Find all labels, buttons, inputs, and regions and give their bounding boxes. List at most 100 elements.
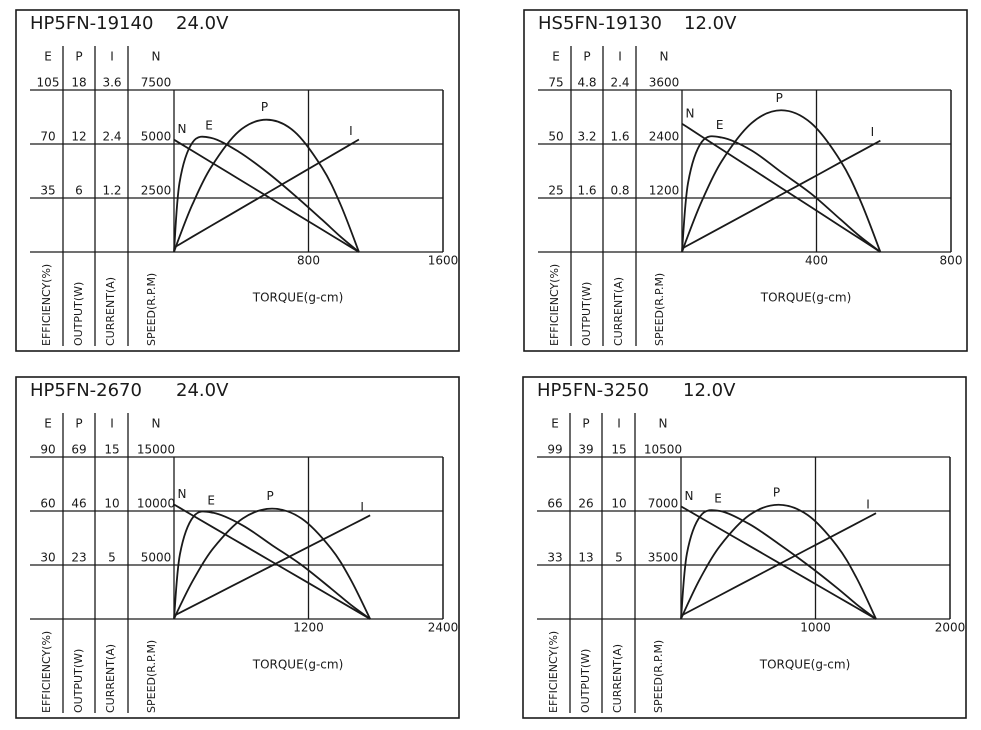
curve — [681, 122, 881, 253]
y-tick-label: 5000 — [141, 130, 172, 144]
axis-label: OUTPUT(W) — [580, 282, 593, 346]
chart-title: HP5FN-2670 — [30, 380, 142, 401]
y-tick-label: 26 — [578, 497, 593, 511]
x-tick-label: 400 — [805, 254, 828, 268]
chart-title: HS5FN-19130 — [538, 13, 662, 34]
y-tick-label: 13 — [578, 551, 593, 565]
axis-header: E — [551, 417, 559, 431]
y-tick-label: 50 — [548, 130, 563, 144]
chart-panel: HP5FN-19140 24.0V E EFFICIENCY(%) 35 70 105 P OU… — [15, 9, 460, 352]
curve-label: E — [205, 118, 213, 132]
curve — [173, 118, 360, 253]
x-tick-label: 1000 — [800, 621, 831, 635]
y-tick-label: 3500 — [648, 551, 679, 565]
y-tick-label: 33 — [547, 551, 562, 565]
curve — [681, 139, 881, 250]
y-tick-label: 105 — [37, 76, 60, 90]
y-tick-label: 18 — [71, 76, 86, 90]
curve-label: I — [360, 500, 364, 514]
y-tick-label: 7500 — [141, 76, 172, 90]
curve — [680, 509, 877, 620]
curve-label: I — [866, 498, 870, 512]
y-tick-label: 39 — [578, 443, 593, 457]
y-tick-label: 90 — [40, 443, 55, 457]
y-tick-label: 1.2 — [102, 184, 121, 198]
chart-panel: HS5FN-19130 12.0V E EFFICIENCY(%) 25 50 75 P OUT… — [523, 9, 968, 352]
curve-label: I — [349, 124, 353, 138]
chart-subtitle: 12.0V — [683, 380, 736, 401]
axis-label: EFFICIENCY(%) — [548, 264, 561, 346]
axis-header: P — [582, 417, 589, 431]
curve — [173, 503, 371, 620]
y-tick-label: 0.8 — [610, 184, 629, 198]
x-tick-label: 800 — [297, 254, 320, 268]
axis-label: CURRENT(A) — [104, 277, 117, 346]
curve-label: N — [178, 487, 187, 501]
y-tick-label: 15 — [611, 443, 626, 457]
chart-title: HP5FN-3250 — [537, 380, 649, 401]
x-tick-label: 2000 — [935, 621, 966, 635]
chart-panel: HP5FN-3250 12.0V E EFFICIENCY(%) 33 66 99 P OUTP… — [522, 376, 967, 719]
y-tick-label: 30 — [40, 551, 55, 565]
x-axis-label: TORQUE(g-cm) — [252, 658, 344, 672]
y-tick-label: 12 — [71, 130, 86, 144]
y-tick-label: 7000 — [648, 497, 679, 511]
y-tick-label: 15 — [104, 443, 119, 457]
curve-label: E — [716, 118, 724, 132]
axis-header: I — [110, 50, 114, 64]
axis-label: SPEED(R.P.M) — [145, 640, 158, 713]
axis-label: SPEED(R.P.M) — [145, 273, 158, 346]
y-tick-label: 10 — [104, 497, 119, 511]
y-tick-label: 23 — [71, 551, 86, 565]
curve-label: P — [776, 91, 783, 105]
curve-label: P — [266, 489, 273, 503]
chart-title: HP5FN-19140 — [30, 13, 153, 34]
curve-label: P — [261, 100, 268, 114]
axis-header: N — [152, 417, 161, 431]
axis-header: E — [44, 417, 52, 431]
y-tick-label: 5 — [615, 551, 623, 565]
y-tick-label: 10500 — [644, 443, 682, 457]
axis-label: OUTPUT(W) — [72, 282, 85, 346]
axis-header: P — [583, 50, 590, 64]
curve-label: I — [871, 125, 875, 139]
curve — [173, 138, 360, 249]
curve-label: N — [685, 489, 694, 503]
curve — [680, 512, 877, 617]
x-tick-label: 2400 — [428, 621, 459, 635]
axis-header: N — [152, 50, 161, 64]
panel-border — [523, 9, 968, 352]
y-tick-label: 10 — [611, 497, 626, 511]
axis-header: I — [617, 417, 621, 431]
y-tick-label: 25 — [548, 184, 563, 198]
y-tick-label: 2500 — [141, 184, 172, 198]
y-tick-label: 3.2 — [577, 130, 596, 144]
curve — [680, 505, 877, 620]
x-tick-label: 800 — [940, 254, 963, 268]
axis-label: CURRENT(A) — [104, 644, 117, 713]
curve — [173, 135, 360, 253]
axis-label: CURRENT(A) — [611, 644, 624, 713]
y-tick-label: 2400 — [649, 130, 680, 144]
y-tick-label: 70 — [40, 130, 55, 144]
y-tick-label: 69 — [71, 443, 86, 457]
y-tick-label: 4.8 — [577, 76, 596, 90]
y-tick-label: 3600 — [649, 76, 680, 90]
panel-border — [15, 9, 460, 352]
curve-label: P — [773, 485, 780, 499]
y-tick-label: 6 — [75, 184, 83, 198]
axis-label: OUTPUT(W) — [579, 649, 592, 713]
axis-label: EFFICIENCY(%) — [547, 631, 560, 713]
y-tick-label: 46 — [71, 497, 86, 511]
axis-label: EFFICIENCY(%) — [40, 264, 53, 346]
axis-header: E — [552, 50, 560, 64]
chart-subtitle: 12.0V — [684, 13, 737, 34]
curve — [681, 109, 882, 253]
curve — [173, 514, 371, 617]
y-tick-label: 5 — [108, 551, 116, 565]
y-tick-label: 3.6 — [102, 76, 121, 90]
x-tick-label: 1200 — [293, 621, 324, 635]
x-axis-label: TORQUE(g-cm) — [760, 291, 852, 305]
